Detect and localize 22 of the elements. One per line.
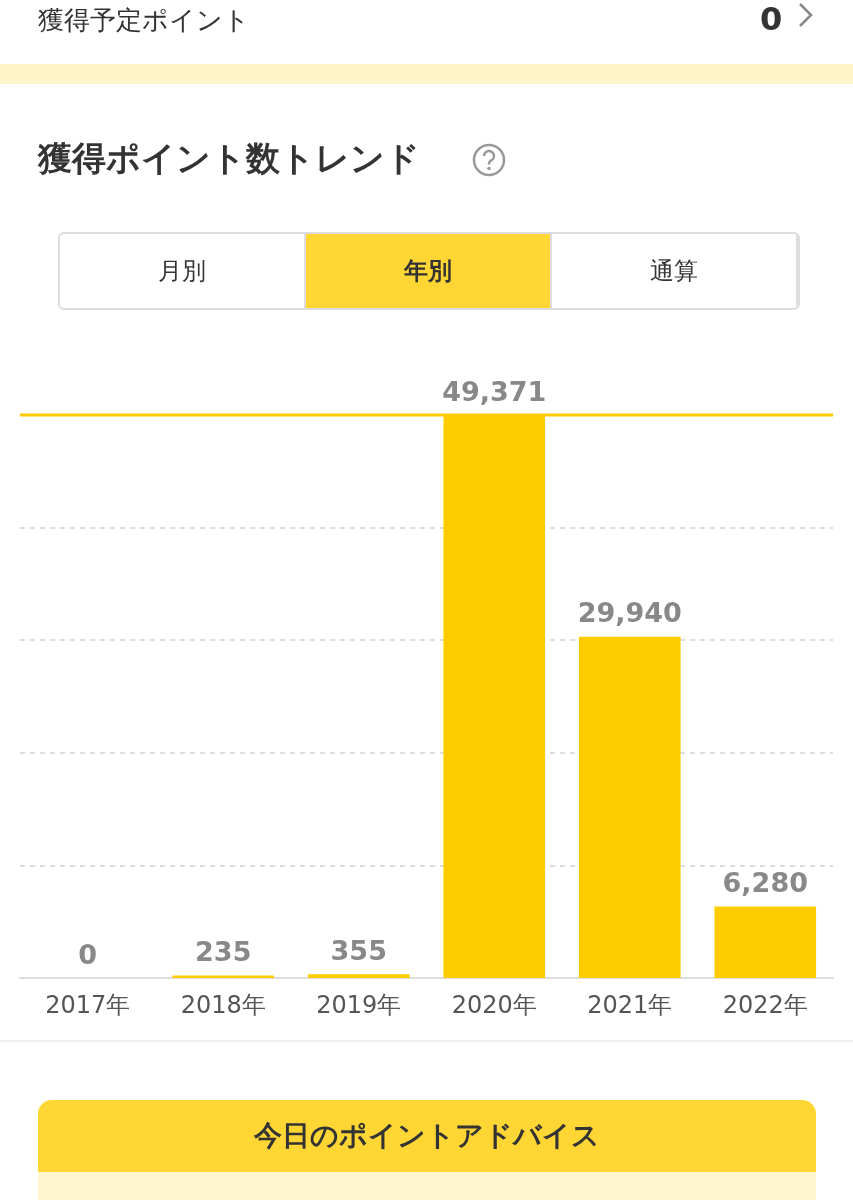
x-tick-label: 2019年 [316,990,402,1019]
x-tick-label: 2018年 [180,990,266,1019]
data-label: 49,371 [442,375,547,407]
data-label: 355 [330,934,387,966]
bar [578,636,681,979]
x-tick-label: 2017年 [45,990,131,1019]
data-label: 235 [195,936,252,968]
chart-title: 獲得ポイント数トレンド [38,137,420,180]
text: 0 [760,0,783,38]
text: 月別 [60,234,306,308]
x-tick-label: 2022年 [722,990,808,1019]
text: 年別 [306,234,552,308]
data-label: 6,280 [722,867,808,899]
x-tick-label: 2020年 [451,990,537,1019]
text: 通算 [552,234,798,308]
text: 獲得予定ポイント [38,4,250,36]
bar [307,974,410,979]
text: 今日のポイントアドバイス [38,1100,816,1172]
x-tick-label: 2021年 [587,990,673,1019]
data-label: 0 [78,938,98,970]
data-label: 29,940 [577,597,682,629]
bar [714,906,817,979]
